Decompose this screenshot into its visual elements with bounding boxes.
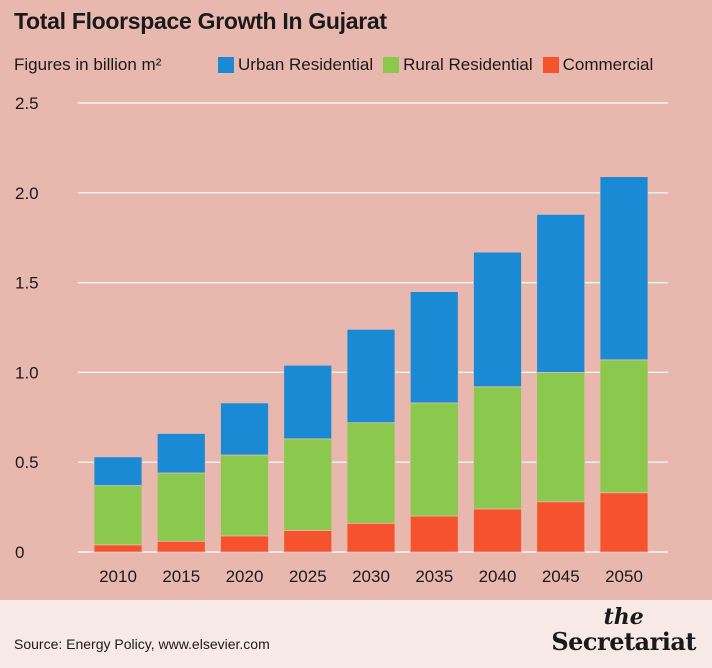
legend-item-commercial: Commercial [542,55,654,75]
bar-rural-residential [346,422,396,524]
y-tick-label: 1.5 [15,274,39,293]
bar-commercial [93,544,143,553]
y-tick-label: 1.0 [15,363,39,382]
legend-swatch-urban [218,57,234,73]
bar-urban-residential [156,433,206,474]
legend-item-urban: Urban Residential [218,55,373,75]
bar-rural-residential [599,359,649,494]
bar-rural-residential [283,438,333,531]
chart-title: Total Floorspace Growth In Gujarat [14,8,387,34]
legend-label-rural: Rural Residential [403,55,533,74]
bar-urban-residential [409,291,459,404]
bar-rural-residential [409,402,459,517]
x-tick-label: 2020 [226,567,264,586]
publisher-logo: the Secretariat [551,606,696,656]
bar-commercial [346,522,396,553]
legend-swatch-rural [383,57,400,73]
bar-commercial [283,530,333,553]
logo-main: Secretariat [551,627,696,656]
x-tick-label: 2015 [162,567,200,586]
footer: Source: Energy Policy, www.elsevier.com … [0,600,712,668]
bar-rural-residential [536,371,586,503]
bar-rural-residential [156,472,206,542]
bar-urban-residential [346,328,396,424]
bar-commercial [536,501,586,553]
x-tick-label: 2050 [605,567,643,586]
x-tick-label: 2010 [99,567,137,586]
x-tick-label: 2035 [415,567,453,586]
y-tick-label: 2.5 [15,94,39,113]
bar-commercial [156,540,206,553]
bar-commercial [473,508,522,553]
bar-urban-residential [220,402,269,456]
bar-rural-residential [93,485,143,546]
y-tick-label: 0 [15,543,24,562]
bar-urban-residential [283,364,333,440]
legend: Urban Residential Rural Residential Comm… [218,55,663,75]
x-tick-label: 2045 [542,567,580,586]
legend-label-commercial: Commercial [562,55,654,74]
x-tick-label: 2040 [479,567,517,586]
bar-rural-residential [220,454,269,537]
legend-swatch-commercial [542,57,559,73]
y-axis-unit-label: Figures in billion m² [14,55,162,74]
legend-label-urban: Urban Residential [238,55,374,74]
logo-the: the [603,604,644,630]
bar-rural-residential [473,386,522,510]
bar-commercial [599,492,649,553]
legend-item-rural: Rural Residential [383,55,533,75]
stacked-bar-chart: 0 0.5 1.0 1.5 2.0 2.5 2010 2015 2020 2025 2030 2035… [15,94,668,586]
bar-urban-residential [599,176,649,361]
bar-commercial [409,515,459,553]
x-tick-label: 2025 [289,567,327,586]
x-tick-label: 2030 [352,567,390,586]
bar-urban-residential [473,251,522,388]
source-note: Source: Energy Policy, www.elsevier.com [14,636,270,652]
bar-urban-residential [93,456,143,486]
y-tick-label: 2.0 [15,184,39,203]
bar-commercial [220,535,269,553]
bar-urban-residential [536,213,586,373]
y-tick-label: 0.5 [15,453,39,472]
